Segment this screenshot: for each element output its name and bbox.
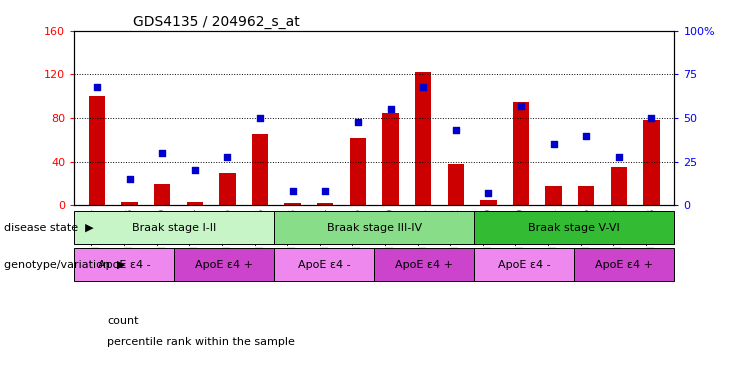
Text: count: count	[107, 316, 139, 326]
Bar	[219, 173, 236, 205]
Bar	[285, 203, 301, 205]
Bar	[74, 248, 174, 281]
Bar	[154, 184, 170, 205]
Bar	[374, 248, 474, 281]
Point	[515, 103, 527, 109]
Point	[156, 150, 168, 156]
Bar	[174, 248, 274, 281]
Bar	[252, 134, 268, 205]
Point	[254, 115, 266, 121]
Point	[613, 154, 625, 160]
Bar	[274, 211, 474, 244]
Point	[189, 167, 201, 174]
Text: ApoE ε4 -: ApoE ε4 -	[498, 260, 551, 270]
Bar	[448, 164, 464, 205]
Bar	[415, 72, 431, 205]
Text: Braak stage I-II: Braak stage I-II	[132, 222, 216, 233]
Bar	[574, 248, 674, 281]
Bar	[74, 211, 274, 244]
Point	[385, 106, 396, 113]
Point	[482, 190, 494, 196]
Bar	[513, 102, 529, 205]
Bar	[382, 113, 399, 205]
Text: percentile rank within the sample: percentile rank within the sample	[107, 337, 296, 347]
Text: Braak stage III-IV: Braak stage III-IV	[327, 222, 422, 233]
Point	[287, 189, 299, 195]
Point	[548, 141, 559, 147]
Point	[319, 189, 331, 195]
Text: ApoE ε4 +: ApoE ε4 +	[595, 260, 654, 270]
Text: ApoE ε4 -: ApoE ε4 -	[298, 260, 350, 270]
Bar	[480, 200, 496, 205]
Bar	[474, 211, 674, 244]
Text: ApoE ε4 +: ApoE ε4 +	[195, 260, 253, 270]
Text: GDS4135 / 204962_s_at: GDS4135 / 204962_s_at	[133, 15, 300, 29]
Text: ApoE ε4 -: ApoE ε4 -	[98, 260, 150, 270]
Point	[222, 154, 233, 160]
Point	[91, 84, 103, 90]
Bar	[89, 96, 105, 205]
Bar	[611, 167, 627, 205]
Text: genotype/variation  ▶: genotype/variation ▶	[4, 260, 125, 270]
Point	[417, 84, 429, 90]
Point	[352, 119, 364, 125]
Bar	[474, 248, 574, 281]
Bar	[578, 186, 594, 205]
Bar	[545, 186, 562, 205]
Point	[580, 132, 592, 139]
Text: Braak stage V-VI: Braak stage V-VI	[528, 222, 620, 233]
Bar	[317, 203, 333, 205]
Text: disease state  ▶: disease state ▶	[4, 222, 93, 233]
Point	[124, 176, 136, 182]
Bar	[643, 120, 659, 205]
Bar	[274, 248, 374, 281]
Point	[645, 115, 657, 121]
Bar	[350, 138, 366, 205]
Point	[450, 127, 462, 133]
Bar	[187, 202, 203, 205]
Bar	[122, 202, 138, 205]
Text: ApoE ε4 +: ApoE ε4 +	[395, 260, 453, 270]
